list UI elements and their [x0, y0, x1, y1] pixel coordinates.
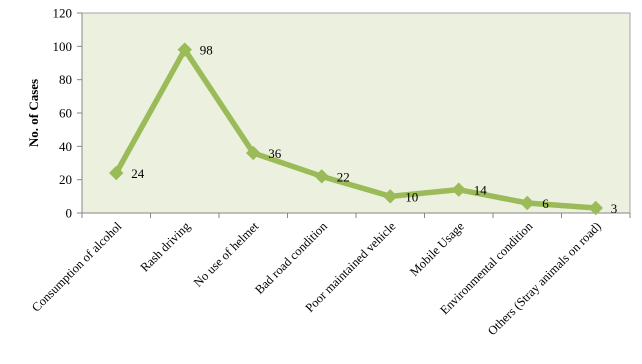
- y-tick-label: 20: [59, 172, 72, 187]
- data-label: 10: [405, 189, 418, 204]
- y-tick-label: 100: [53, 39, 73, 54]
- data-label: 24: [131, 166, 145, 181]
- x-tick-label: Others (Stray animals on road): [485, 219, 604, 338]
- data-point: [109, 165, 124, 181]
- data-point: [246, 145, 261, 161]
- y-tick-label: 40: [59, 139, 72, 154]
- data-point: [177, 42, 192, 57]
- y-tick-label: 60: [59, 106, 72, 121]
- y-axis: 0 20 40 60 80 100 120: [53, 6, 83, 221]
- plot-area: [81, 12, 631, 214]
- x-tick-label: Bad road condition: [252, 219, 330, 297]
- data-label: 3: [611, 201, 618, 216]
- y-tick-label: 80: [59, 72, 72, 87]
- data-label: 36: [268, 146, 282, 161]
- data-label: 98: [200, 43, 213, 58]
- data-label: 22: [337, 169, 350, 184]
- data-label: 14: [474, 183, 488, 198]
- data-point: [588, 200, 603, 216]
- x-tick-label: Consumption of alcohol: [29, 219, 125, 315]
- y-axis-title: No. of Cases: [26, 79, 41, 147]
- data-point: [314, 169, 329, 184]
- data-label: 6: [542, 196, 549, 211]
- x-tick-label: Rash driving: [138, 219, 194, 275]
- data-point: [383, 189, 398, 204]
- series-1: 24 98 36 22 10 14 6 3: [109, 42, 618, 216]
- data-point: [520, 195, 535, 211]
- y-tick-label: 0: [66, 206, 73, 221]
- x-tick-label: No use of helmet: [191, 219, 262, 290]
- x-tick-label: Mobile Usage: [407, 219, 467, 279]
- y-tick-label: 120: [53, 6, 73, 21]
- data-point: [451, 182, 466, 197]
- series-line: [113, 46, 599, 211]
